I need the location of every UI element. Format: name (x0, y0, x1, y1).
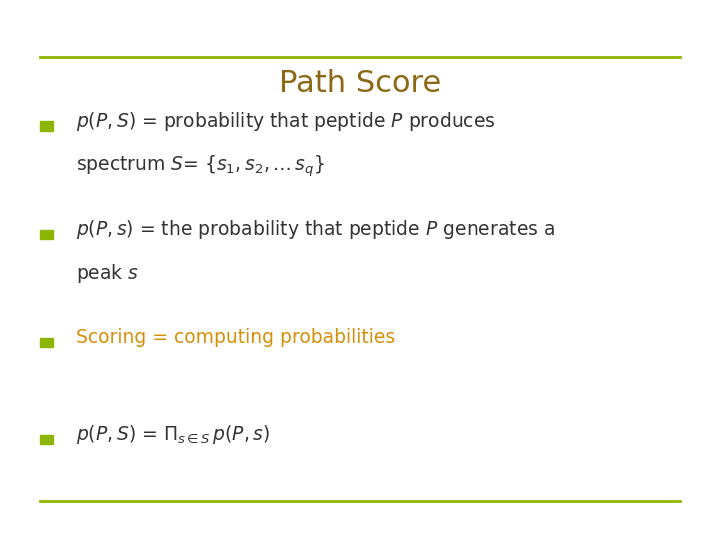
Text: $p(P,S)$ = $\Pi_{s\in S}\,p(P, s)$: $p(P,S)$ = $\Pi_{s\in S}\,p(P, s)$ (76, 423, 270, 446)
Text: $p(P,S)$ = probability that peptide $P$ produces: $p(P,S)$ = probability that peptide $P$ … (76, 110, 495, 133)
Text: spectrum $S$= {$s_1, s_2, \ldots\, s_q$}: spectrum $S$= {$s_1, s_2, \ldots\, s_q$} (76, 153, 324, 179)
Bar (40, 338, 53, 347)
Bar (40, 230, 53, 239)
Bar (40, 435, 53, 444)
Text: $p(P, s)$ = the probability that peptide $P$ generates a: $p(P, s)$ = the probability that peptide… (76, 218, 554, 241)
Text: Scoring = computing probabilities: Scoring = computing probabilities (76, 328, 395, 347)
Bar (40, 122, 53, 131)
Text: Path Score: Path Score (279, 69, 441, 98)
Text: peak $s$: peak $s$ (76, 262, 139, 285)
